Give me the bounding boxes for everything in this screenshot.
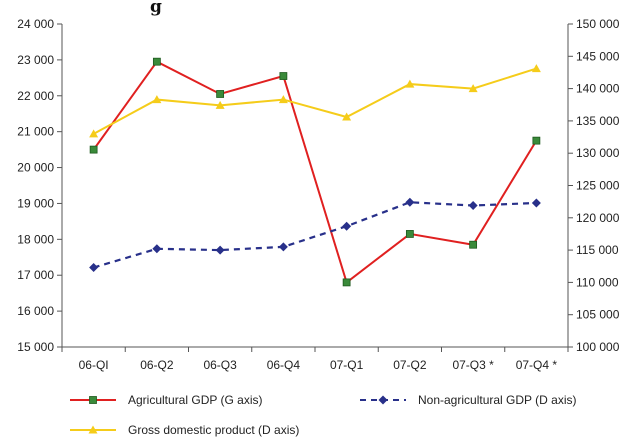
x-tick-label: 06-QI	[79, 358, 109, 372]
data-point-0-2	[216, 90, 225, 98]
right-tick-label: 150 000	[576, 17, 620, 31]
chart-title-fragment: g	[150, 0, 162, 17]
legend-marker-2	[88, 425, 98, 434]
data-point-0-1	[152, 57, 161, 66]
x-tick-label: 07-Q1	[330, 358, 364, 372]
x-tick-label: 07-Q2	[393, 358, 427, 372]
x-tick-label: 07-Q3 *	[452, 358, 494, 372]
right-tick-label: 110 000	[576, 275, 619, 289]
x-tick-label: 06-Q4	[267, 358, 301, 372]
left-tick-label: 19 000	[17, 196, 54, 210]
data-point-2-0	[89, 129, 99, 138]
data-point-0-0	[89, 145, 98, 154]
left-tick-label: 21 000	[17, 125, 54, 139]
left-tick-label: 18 000	[17, 232, 54, 246]
data-point-1-7	[531, 198, 541, 208]
left-tick-label: 24 000	[17, 17, 54, 31]
data-point-2-1	[152, 95, 162, 104]
data-point-1-4	[342, 221, 352, 231]
data-point-2-6	[468, 84, 478, 93]
data-point-2-2	[215, 100, 225, 109]
data-point-0-5	[405, 230, 414, 238]
data-point-0-6	[469, 240, 478, 249]
series-line-2	[93, 67, 537, 135]
data-point-1-0	[89, 263, 99, 273]
series-line-1	[93, 201, 537, 269]
right-tick-label: 125 000	[576, 179, 620, 193]
x-tick-label: 06-Q3	[203, 358, 237, 372]
left-tick-label: 22 000	[17, 89, 54, 103]
legend-label-2: Gross domestic product (D axis)	[128, 423, 299, 437]
right-tick-label: 145 000	[576, 49, 620, 63]
left-tick-label: 17 000	[17, 268, 54, 282]
data-point-0-7	[532, 136, 541, 145]
right-tick-label: 115 000	[576, 243, 619, 257]
legend-label-1: Non-agricultural GDP (D axis)	[418, 393, 577, 407]
series-line-0	[92, 60, 538, 285]
right-tick-label: 130 000	[576, 146, 620, 160]
data-point-1-3	[278, 242, 288, 252]
data-point-1-6	[468, 201, 478, 211]
data-point-2-7	[531, 64, 541, 73]
right-tick-label: 135 000	[576, 114, 620, 128]
data-point-1-2	[215, 245, 225, 255]
x-tick-label: 06-Q2	[140, 358, 174, 372]
right-tick-label: 120 000	[576, 211, 620, 225]
data-point-0-3	[279, 72, 288, 80]
chart-legend: Agricultural GDP (G axis) Non-agricultura…	[70, 393, 577, 437]
legend-label-0: Agricultural GDP (G axis)	[128, 393, 262, 407]
data-point-0-4	[342, 278, 351, 287]
data-point-2-5	[405, 79, 415, 88]
legend-marker-0	[89, 396, 97, 404]
legend-marker-1	[378, 395, 388, 405]
right-tick-label: 140 000	[576, 82, 620, 96]
data-point-1-1	[152, 244, 162, 254]
x-tick-label: 07-Q4 *	[516, 358, 558, 372]
data-point-1-5	[405, 197, 415, 207]
left-tick-label: 15 000	[17, 340, 54, 354]
chart-axes: 15 000 16 000 17 000 18 000 19 000 20 000 21 0…	[17, 17, 619, 372]
data-point-2-4	[342, 112, 352, 121]
right-tick-label: 105 000	[576, 308, 620, 322]
right-tick-label: 100 000	[576, 340, 620, 354]
data-point-2-3	[278, 95, 288, 104]
left-tick-label: 20 000	[17, 161, 54, 175]
left-tick-label: 23 000	[17, 53, 54, 67]
chart-series	[89, 57, 541, 287]
left-tick-label: 16 000	[17, 304, 54, 318]
